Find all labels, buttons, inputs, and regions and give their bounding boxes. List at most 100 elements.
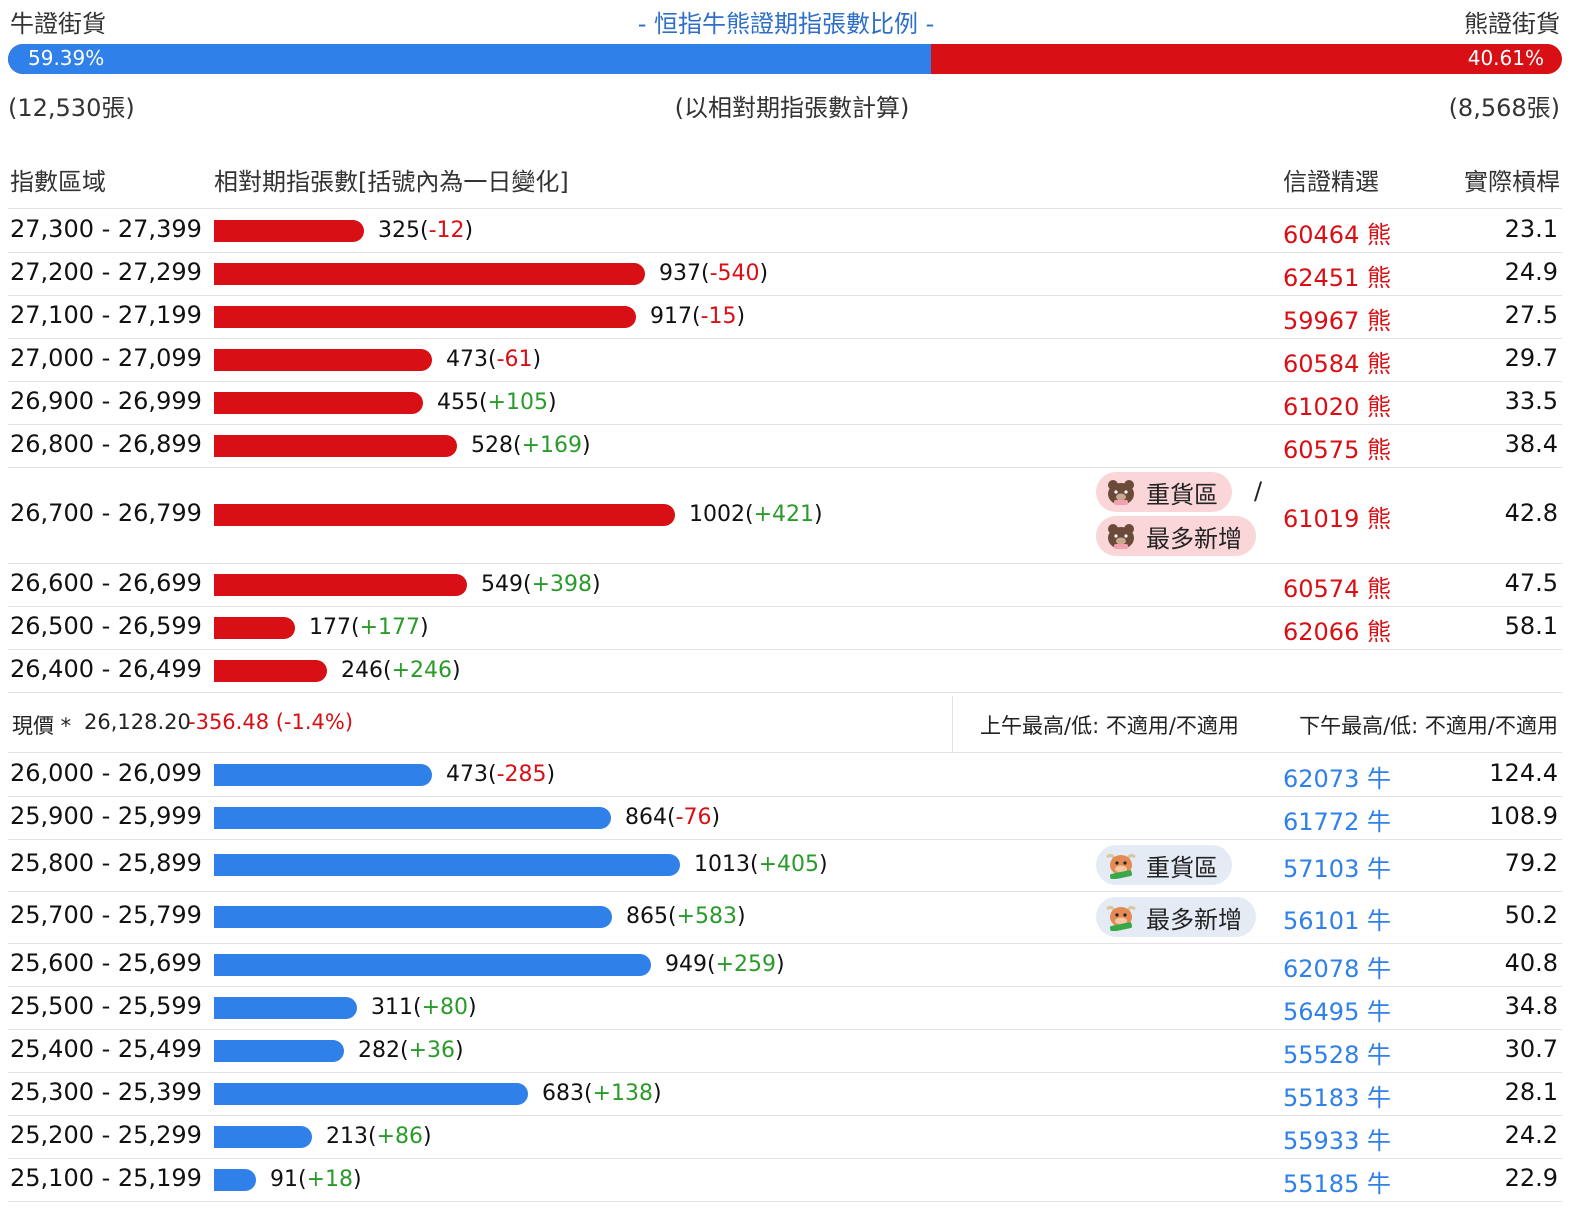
bear-row: 27,000 - 27,099 473(-61) 60584 熊 29.7	[8, 338, 1562, 382]
bull-contract-bar	[214, 1083, 528, 1105]
index-range: 25,500 - 25,599	[10, 992, 202, 1020]
effective-leverage: 58.1	[1504, 612, 1558, 640]
open-paren: (	[523, 572, 532, 597]
close-paren: )	[592, 572, 601, 597]
contract-count: 1002	[689, 502, 745, 527]
warrant-pick-link[interactable]: 62078 牛	[1283, 955, 1391, 983]
contract-value: 917(-15)	[650, 304, 745, 329]
price-divider	[952, 696, 953, 752]
close-paren: )	[353, 1167, 362, 1192]
contract-count: 683	[542, 1081, 584, 1106]
daily-change: -61	[496, 347, 533, 372]
open-paren: (	[513, 433, 522, 458]
warrant-pick-link[interactable]: 61019 熊	[1283, 505, 1391, 533]
column-header-contracts: 相對期指張數[括號內為一日變化]	[214, 168, 569, 196]
index-range: 26,500 - 26,599	[10, 612, 202, 640]
warrant-pick-link[interactable]: 55528 牛	[1283, 1041, 1391, 1069]
badge-label: 最多新增	[1146, 905, 1242, 934]
open-paren: (	[413, 995, 422, 1020]
bull-contract-bar	[214, 997, 357, 1019]
effective-leverage: 34.8	[1504, 992, 1558, 1020]
index-range: 25,200 - 25,299	[10, 1121, 202, 1149]
close-paren: )	[452, 658, 461, 683]
open-paren: (	[701, 261, 710, 286]
column-header-pick: 信證精選	[1283, 168, 1379, 196]
index-range: 27,200 - 27,299	[10, 258, 202, 286]
bear-contract-bar	[214, 263, 645, 285]
daily-change: -76	[675, 805, 712, 830]
warrant-pick-link[interactable]: 56495 牛	[1283, 998, 1391, 1026]
heavy-zone-badge: 重貨區	[1096, 845, 1232, 885]
index-range: 25,700 - 25,799	[10, 901, 202, 929]
effective-leverage: 108.9	[1489, 802, 1558, 830]
bull-percentage: 59.39%	[28, 46, 105, 70]
close-paren: )	[582, 433, 591, 458]
warrant-pick-link[interactable]: 60464 熊	[1283, 221, 1391, 249]
contract-value: 937(-540)	[659, 261, 768, 286]
warrant-pick-link[interactable]: 61020 熊	[1283, 393, 1391, 421]
warrant-pick-link[interactable]: 60584 熊	[1283, 350, 1391, 378]
index-range: 25,900 - 25,999	[10, 802, 202, 830]
open-paren: (	[668, 904, 677, 929]
warrant-pick-link[interactable]: 56101 牛	[1283, 907, 1391, 935]
daily-change: -540	[709, 261, 760, 286]
close-paren: )	[737, 904, 746, 929]
warrant-pick-link[interactable]: 59967 熊	[1283, 307, 1391, 335]
current-price-label: 現價 *	[12, 714, 72, 738]
bear-mascot-icon	[1108, 480, 1134, 505]
afternoon-high-low: 下午最高/低: 不適用/不適用	[1299, 714, 1558, 738]
bear-contract-count: (8,568張)	[1448, 94, 1560, 122]
warrant-pick-link[interactable]: 61772 牛	[1283, 808, 1391, 836]
warrant-pick-link[interactable]: 55183 牛	[1283, 1084, 1391, 1112]
index-range: 26,000 - 26,099	[10, 759, 202, 787]
heavy-zone-badge: 重貨區	[1096, 472, 1232, 512]
contract-count: 213	[326, 1124, 368, 1149]
bear-contract-bar	[214, 306, 636, 328]
badge-separator: /	[1254, 477, 1263, 505]
warrant-pick-link[interactable]: 62073 牛	[1283, 765, 1391, 793]
contract-count: 528	[471, 433, 513, 458]
bear-percentage: 40.61%	[1467, 46, 1544, 70]
bear-row: 26,400 - 26,499 246(+246)	[8, 649, 1562, 693]
contract-value: 177(+177)	[309, 615, 429, 640]
bear-row: 27,100 - 27,199 917(-15) 59967 熊 27.5	[8, 295, 1562, 339]
current-price-value: 26,128.20	[84, 710, 191, 734]
index-range: 25,600 - 25,699	[10, 949, 202, 977]
bear-row: 27,200 - 27,299 937(-540) 62451 熊 24.9	[8, 252, 1562, 296]
close-paren: )	[759, 261, 769, 286]
index-range: 25,100 - 25,199	[10, 1164, 202, 1192]
effective-leverage: 29.7	[1504, 344, 1558, 372]
warrant-pick-link[interactable]: 62451 熊	[1283, 264, 1391, 292]
contract-value: 473(-61)	[446, 347, 541, 372]
bear-row: 26,600 - 26,699 549(+398) 60574 熊 47.5	[8, 563, 1562, 607]
warrant-pick-link[interactable]: 55185 牛	[1283, 1170, 1391, 1198]
warrant-pick-link[interactable]: 60574 熊	[1283, 575, 1391, 603]
bull-row: 26,000 - 26,099 473(-285) 62073 牛 124.4	[8, 753, 1562, 797]
bear-contract-bar	[214, 392, 423, 414]
index-range: 25,300 - 25,399	[10, 1078, 202, 1106]
warrant-pick-link[interactable]: 57103 牛	[1283, 855, 1391, 883]
contract-count: 917	[650, 304, 692, 329]
bull-contract-bar	[214, 1126, 312, 1148]
warrant-pick-link[interactable]: 62066 熊	[1283, 618, 1391, 646]
daily-change: +36	[408, 1038, 456, 1063]
index-range: 26,600 - 26,699	[10, 569, 202, 597]
warrant-pick-link[interactable]: 55933 牛	[1283, 1127, 1391, 1155]
bull-contract-bar	[214, 954, 651, 976]
effective-leverage: 22.9	[1504, 1164, 1558, 1192]
warrant-pick-link[interactable]: 60575 熊	[1283, 436, 1391, 464]
bull-contract-bar	[214, 854, 680, 876]
badge-label: 重貨區	[1146, 480, 1218, 509]
bull-contract-bar	[214, 906, 612, 928]
effective-leverage: 38.4	[1504, 430, 1558, 458]
contract-value: 683(+138)	[542, 1081, 662, 1106]
bull-bear-ratio-bar: 59.39% 40.61%	[8, 44, 1562, 74]
open-paren: (	[400, 1038, 409, 1063]
most-added-badge: 最多新增	[1096, 897, 1256, 937]
calculation-note: (以相對期指張數計算)	[674, 94, 910, 122]
bull-mascot-icon	[1106, 905, 1136, 931]
bull-row: 25,700 - 25,799 865(+583) 最多新增 56101 牛 50.2	[8, 891, 1562, 944]
bear-contract-bar	[214, 435, 457, 457]
open-paren: (	[351, 615, 360, 640]
contract-value: 528(+169)	[471, 433, 591, 458]
